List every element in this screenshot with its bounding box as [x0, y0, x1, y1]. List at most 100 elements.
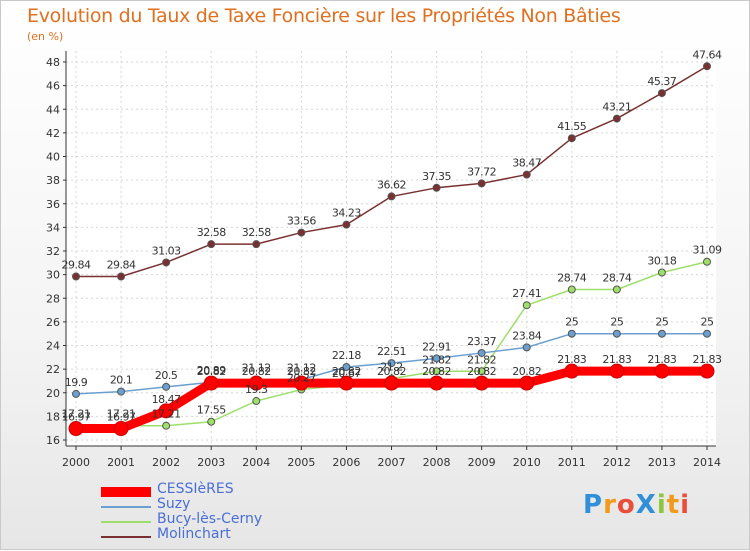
data-point: [654, 363, 670, 379]
data-point: [252, 397, 261, 406]
data-label: 38.47: [512, 157, 541, 170]
data-label: 21.82: [467, 353, 496, 366]
y-tick-label: 22: [46, 363, 60, 376]
data-point: [474, 375, 490, 391]
y-tick-label: 40: [46, 151, 60, 164]
series-lines: [68, 62, 715, 437]
data-label: 20.89: [197, 364, 226, 377]
proxiti-logo: ProXiti: [583, 490, 691, 520]
data-label: 21.83: [602, 353, 631, 366]
y-tick-label: 26: [46, 316, 60, 329]
data-point: [297, 228, 306, 237]
data-label: 21.12: [242, 362, 271, 375]
data-label: 21.83: [557, 353, 586, 366]
data-point: [432, 354, 441, 363]
data-label: 16.97: [107, 411, 136, 424]
data-label: 32.58: [242, 226, 271, 239]
x-tick-label: 2007: [378, 456, 406, 469]
data-label: 17.21: [107, 408, 136, 421]
x-tick-label: 2006: [332, 456, 360, 469]
x-tick-label: 2004: [242, 456, 270, 469]
data-point: [113, 421, 129, 437]
data-point: [703, 257, 711, 266]
data-point: [477, 179, 486, 188]
data-point: [117, 387, 126, 396]
data-label: 43.21: [602, 101, 631, 114]
data-point: [564, 363, 580, 379]
data-point: [699, 363, 715, 379]
data-point: [612, 114, 621, 123]
data-point: [203, 375, 219, 391]
data-label: 20.82: [512, 365, 541, 378]
data-label: 19.9: [65, 376, 88, 389]
data-point: [522, 301, 531, 310]
data-labels: 16.97 16.97 18.47 20.82 20.82 20.82 20.82 20.82…: [62, 48, 723, 424]
x-tick-label: 2010: [513, 456, 541, 469]
data-point: [567, 134, 576, 143]
data-point: [657, 329, 666, 338]
data-label: 17.21: [62, 408, 91, 421]
data-label: 30.18: [647, 254, 676, 267]
data-label: 17.21: [152, 408, 181, 421]
y-tick-label: 38: [46, 174, 60, 187]
data-label: 36.62: [377, 178, 406, 191]
data-point: [387, 192, 396, 201]
x-tick-label: 2011: [558, 456, 586, 469]
data-label: 20.1: [110, 374, 133, 387]
y-tick-label: 28: [46, 292, 60, 305]
data-point: [338, 375, 354, 391]
data-label: 21.2: [380, 361, 403, 374]
data-point: [703, 62, 711, 71]
data-label: 37.35: [422, 170, 451, 183]
y-tick-label: 36: [46, 198, 60, 211]
data-label: 16.97: [62, 411, 91, 424]
data-point: [158, 403, 174, 419]
data-point: [252, 240, 261, 249]
data-label: 31.09: [693, 244, 722, 257]
data-label: 22.91: [422, 340, 451, 353]
data-label: 23.37: [467, 335, 496, 348]
data-point: [207, 240, 216, 249]
data-label: 25: [565, 316, 578, 329]
data-label: 29.84: [107, 259, 136, 272]
data-label: 20.82: [377, 365, 406, 378]
data-label: 22.51: [377, 345, 406, 358]
x-tick-label: 2000: [62, 456, 90, 469]
x-tick-label: 2002: [152, 456, 180, 469]
data-label: 20.5: [155, 369, 178, 382]
data-label: 20.27: [287, 372, 316, 385]
x-tick-label: 2001: [107, 456, 135, 469]
data-point: [342, 220, 351, 229]
legend-swatch: [101, 505, 151, 508]
data-point: [477, 367, 486, 376]
axes: 16 18 20 22 24 26 28 30 32 34 36 38 40 42 44 46 48 2000 20…: [46, 51, 721, 469]
data-point: [342, 362, 351, 371]
y-tick-label: 30: [46, 269, 60, 282]
data-point: [387, 359, 396, 368]
data-label: 19.3: [245, 383, 268, 396]
chart-unit: (en %): [27, 30, 64, 43]
data-label: 21.83: [647, 353, 676, 366]
data-point: [384, 375, 399, 391]
data-label: 37.72: [467, 165, 496, 178]
data-point: [567, 329, 576, 338]
data-point: [432, 367, 441, 376]
data-label: 20.82: [332, 365, 361, 378]
data-label: 47.64: [693, 48, 722, 61]
legend-label: Suzy: [157, 496, 191, 512]
data-label: 20.82: [197, 365, 226, 378]
legend-label: Bucy-lès-Cerny: [157, 511, 263, 527]
data-point: [162, 382, 171, 391]
data-point: [612, 285, 621, 294]
data-point: [703, 329, 711, 338]
legend-label: CESSIèRES: [157, 481, 234, 497]
y-tick-label: 44: [46, 103, 60, 116]
data-label: 21.83: [693, 353, 722, 366]
data-label: 31.03: [152, 244, 181, 257]
data-label: 28.74: [557, 272, 586, 285]
data-label: 20.82: [242, 365, 271, 378]
data-label: 17.55: [197, 404, 226, 417]
legend-swatch: [101, 535, 151, 538]
x-tick-label: 2014: [693, 456, 721, 469]
